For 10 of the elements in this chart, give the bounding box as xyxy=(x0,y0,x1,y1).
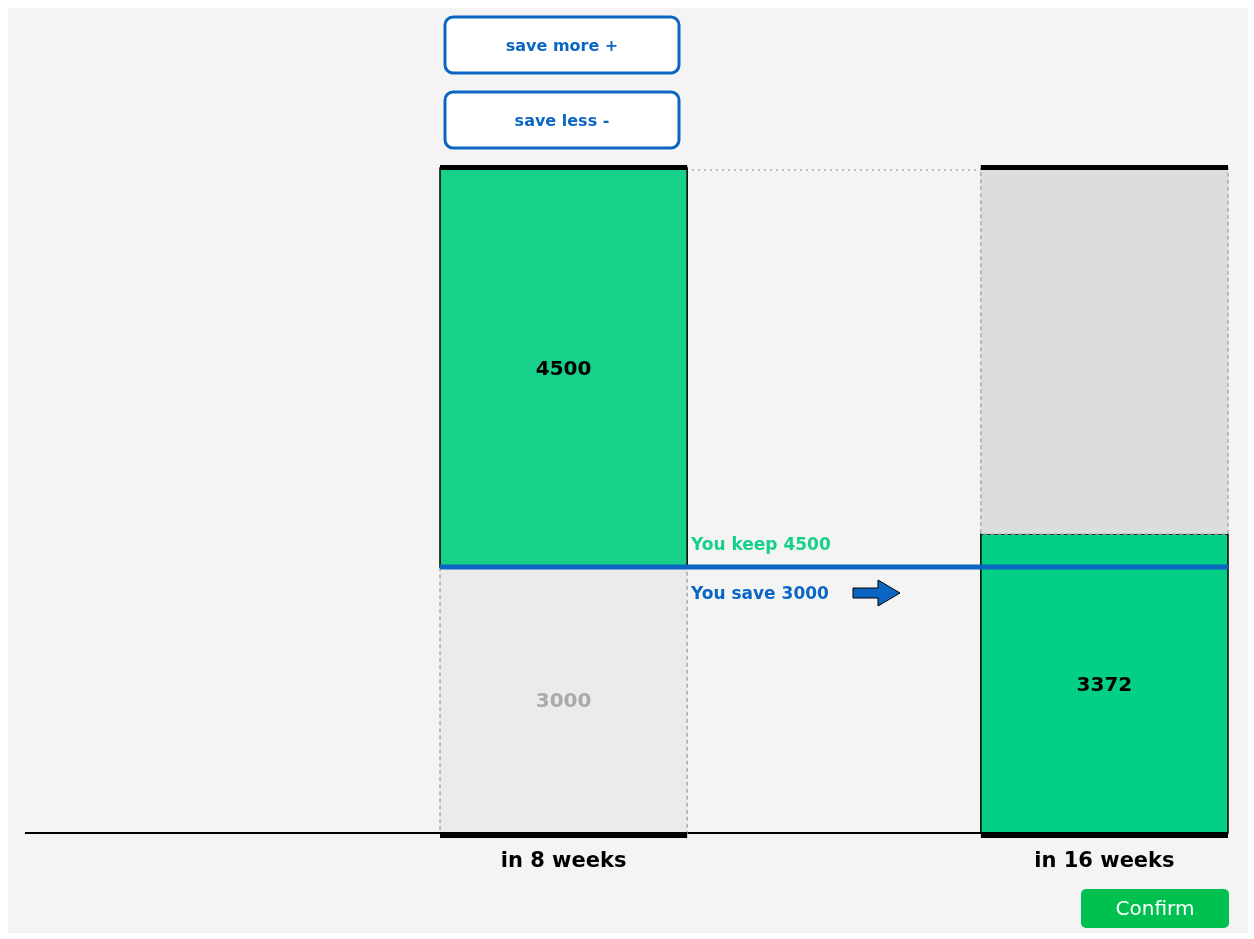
x-tick-label: in 8 weeks xyxy=(500,848,627,873)
button: save more + xyxy=(443,15,681,75)
button: Confirm xyxy=(1081,889,1229,928)
annotation: You keep 4500 xyxy=(690,534,831,554)
button: save less - xyxy=(443,90,681,150)
x-tick-label: in 16 weeks xyxy=(1034,848,1175,873)
data-label: 3000 xyxy=(535,688,592,712)
annotation: You save 3000 xyxy=(690,583,830,603)
data-label: 3372 xyxy=(1076,671,1133,696)
data-label: 4500 xyxy=(535,355,592,380)
